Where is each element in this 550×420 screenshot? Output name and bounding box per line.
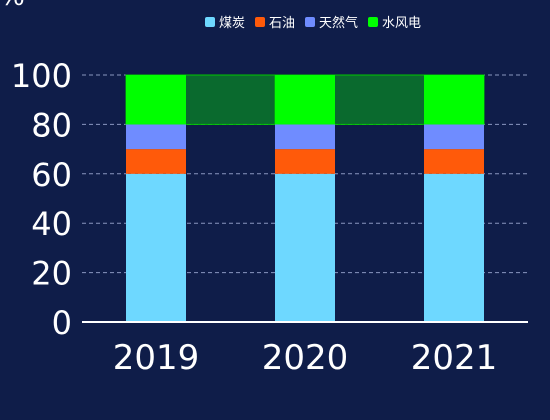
bar-segment [126,124,186,150]
legend-swatch [305,16,316,27]
legend: 煤炭 石油 天然气 水风电 [205,12,421,31]
legend-label: 煤炭 [219,16,246,31]
legend-swatch [255,16,266,27]
x-tick-label: 2021 [411,338,498,378]
y-tick-label: 20 [31,255,72,293]
y-tick-label: 60 [31,156,72,194]
x-tick-label: 2019 [113,338,200,378]
bar-segment [275,124,335,150]
y-tick-label: 100 [11,57,72,95]
x-tick-label: 2020 [262,338,349,378]
legend-swatch [368,16,379,27]
legend-item[interactable]: 天然气 [305,12,358,31]
bar-segment [424,173,484,322]
legend-item[interactable]: 煤炭 [205,12,245,31]
y-tick-label: 40 [31,205,72,243]
y-tick-label: 80 [31,106,72,144]
bar-segment [275,75,335,125]
legend-swatch [205,16,215,27]
bar-segment [126,75,186,125]
bar-segment [424,149,484,174]
bar-segment [275,173,335,322]
bar-segment [424,75,484,125]
y-tick-label: 0 [52,304,72,342]
bar-segment [424,124,484,150]
legend-label: 天然气 [319,16,359,31]
legend-label: 石油 [269,16,296,31]
legend-item[interactable]: 水风电 [368,12,421,31]
legend-label: 水风电 [382,16,422,31]
bar-segment [126,149,186,174]
unit-label: % [0,0,25,12]
legend-item[interactable]: 石油 [255,12,295,31]
bar-segment [275,149,335,174]
bar-segment [126,173,186,322]
